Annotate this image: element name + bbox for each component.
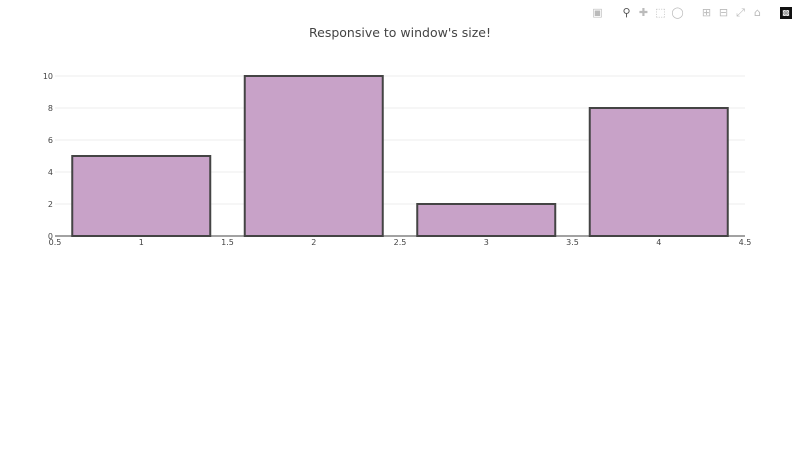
x-tick-label: 3.5	[566, 238, 579, 247]
bar	[588, 107, 729, 237]
zoom-out-icon[interactable]: ⊟	[718, 6, 729, 19]
box-select-icon[interactable]: ⬚	[655, 6, 666, 19]
x-tick-label: 2	[311, 238, 316, 247]
x-tick-label: 1.5	[221, 238, 234, 247]
home-icon[interactable]: ⌂	[754, 6, 761, 19]
x-tick-label: 2.5	[394, 238, 407, 247]
y-tick-label: 4	[48, 168, 53, 177]
lasso-icon[interactable]: ◯	[671, 6, 684, 19]
modebar: ▣ ⚲ ✚ ⬚ ◯ ⊞ ⊟ ⤢ ⌂ ▩	[591, 6, 792, 19]
chart-title: Responsive to window's size!	[309, 25, 491, 40]
y-tick-label: 8	[48, 104, 53, 113]
bar	[416, 203, 557, 237]
x-tick-label: 1	[139, 238, 144, 247]
x-tick-label: 3	[484, 238, 489, 247]
x-tick-label: 0.5	[49, 238, 62, 247]
zoom-icon[interactable]: ⚲	[622, 6, 631, 19]
camera-icon[interactable]: ▣	[592, 6, 603, 19]
plotly-logo-icon[interactable]: ▩	[780, 6, 792, 19]
bar	[243, 75, 384, 237]
bar	[71, 155, 212, 237]
autoscale-icon[interactable]: ⤢	[736, 6, 745, 19]
y-tick-label: 0	[48, 232, 53, 241]
y-tick-label: 2	[48, 200, 53, 209]
x-tick-label: 4.5	[739, 238, 752, 247]
zoom-in-icon[interactable]: ⊞	[701, 6, 712, 19]
y-tick-label: 6	[48, 136, 53, 145]
y-tick-label: 10	[43, 72, 53, 81]
x-tick-label: 4	[656, 238, 661, 247]
pan-icon[interactable]: ✚	[638, 6, 649, 19]
